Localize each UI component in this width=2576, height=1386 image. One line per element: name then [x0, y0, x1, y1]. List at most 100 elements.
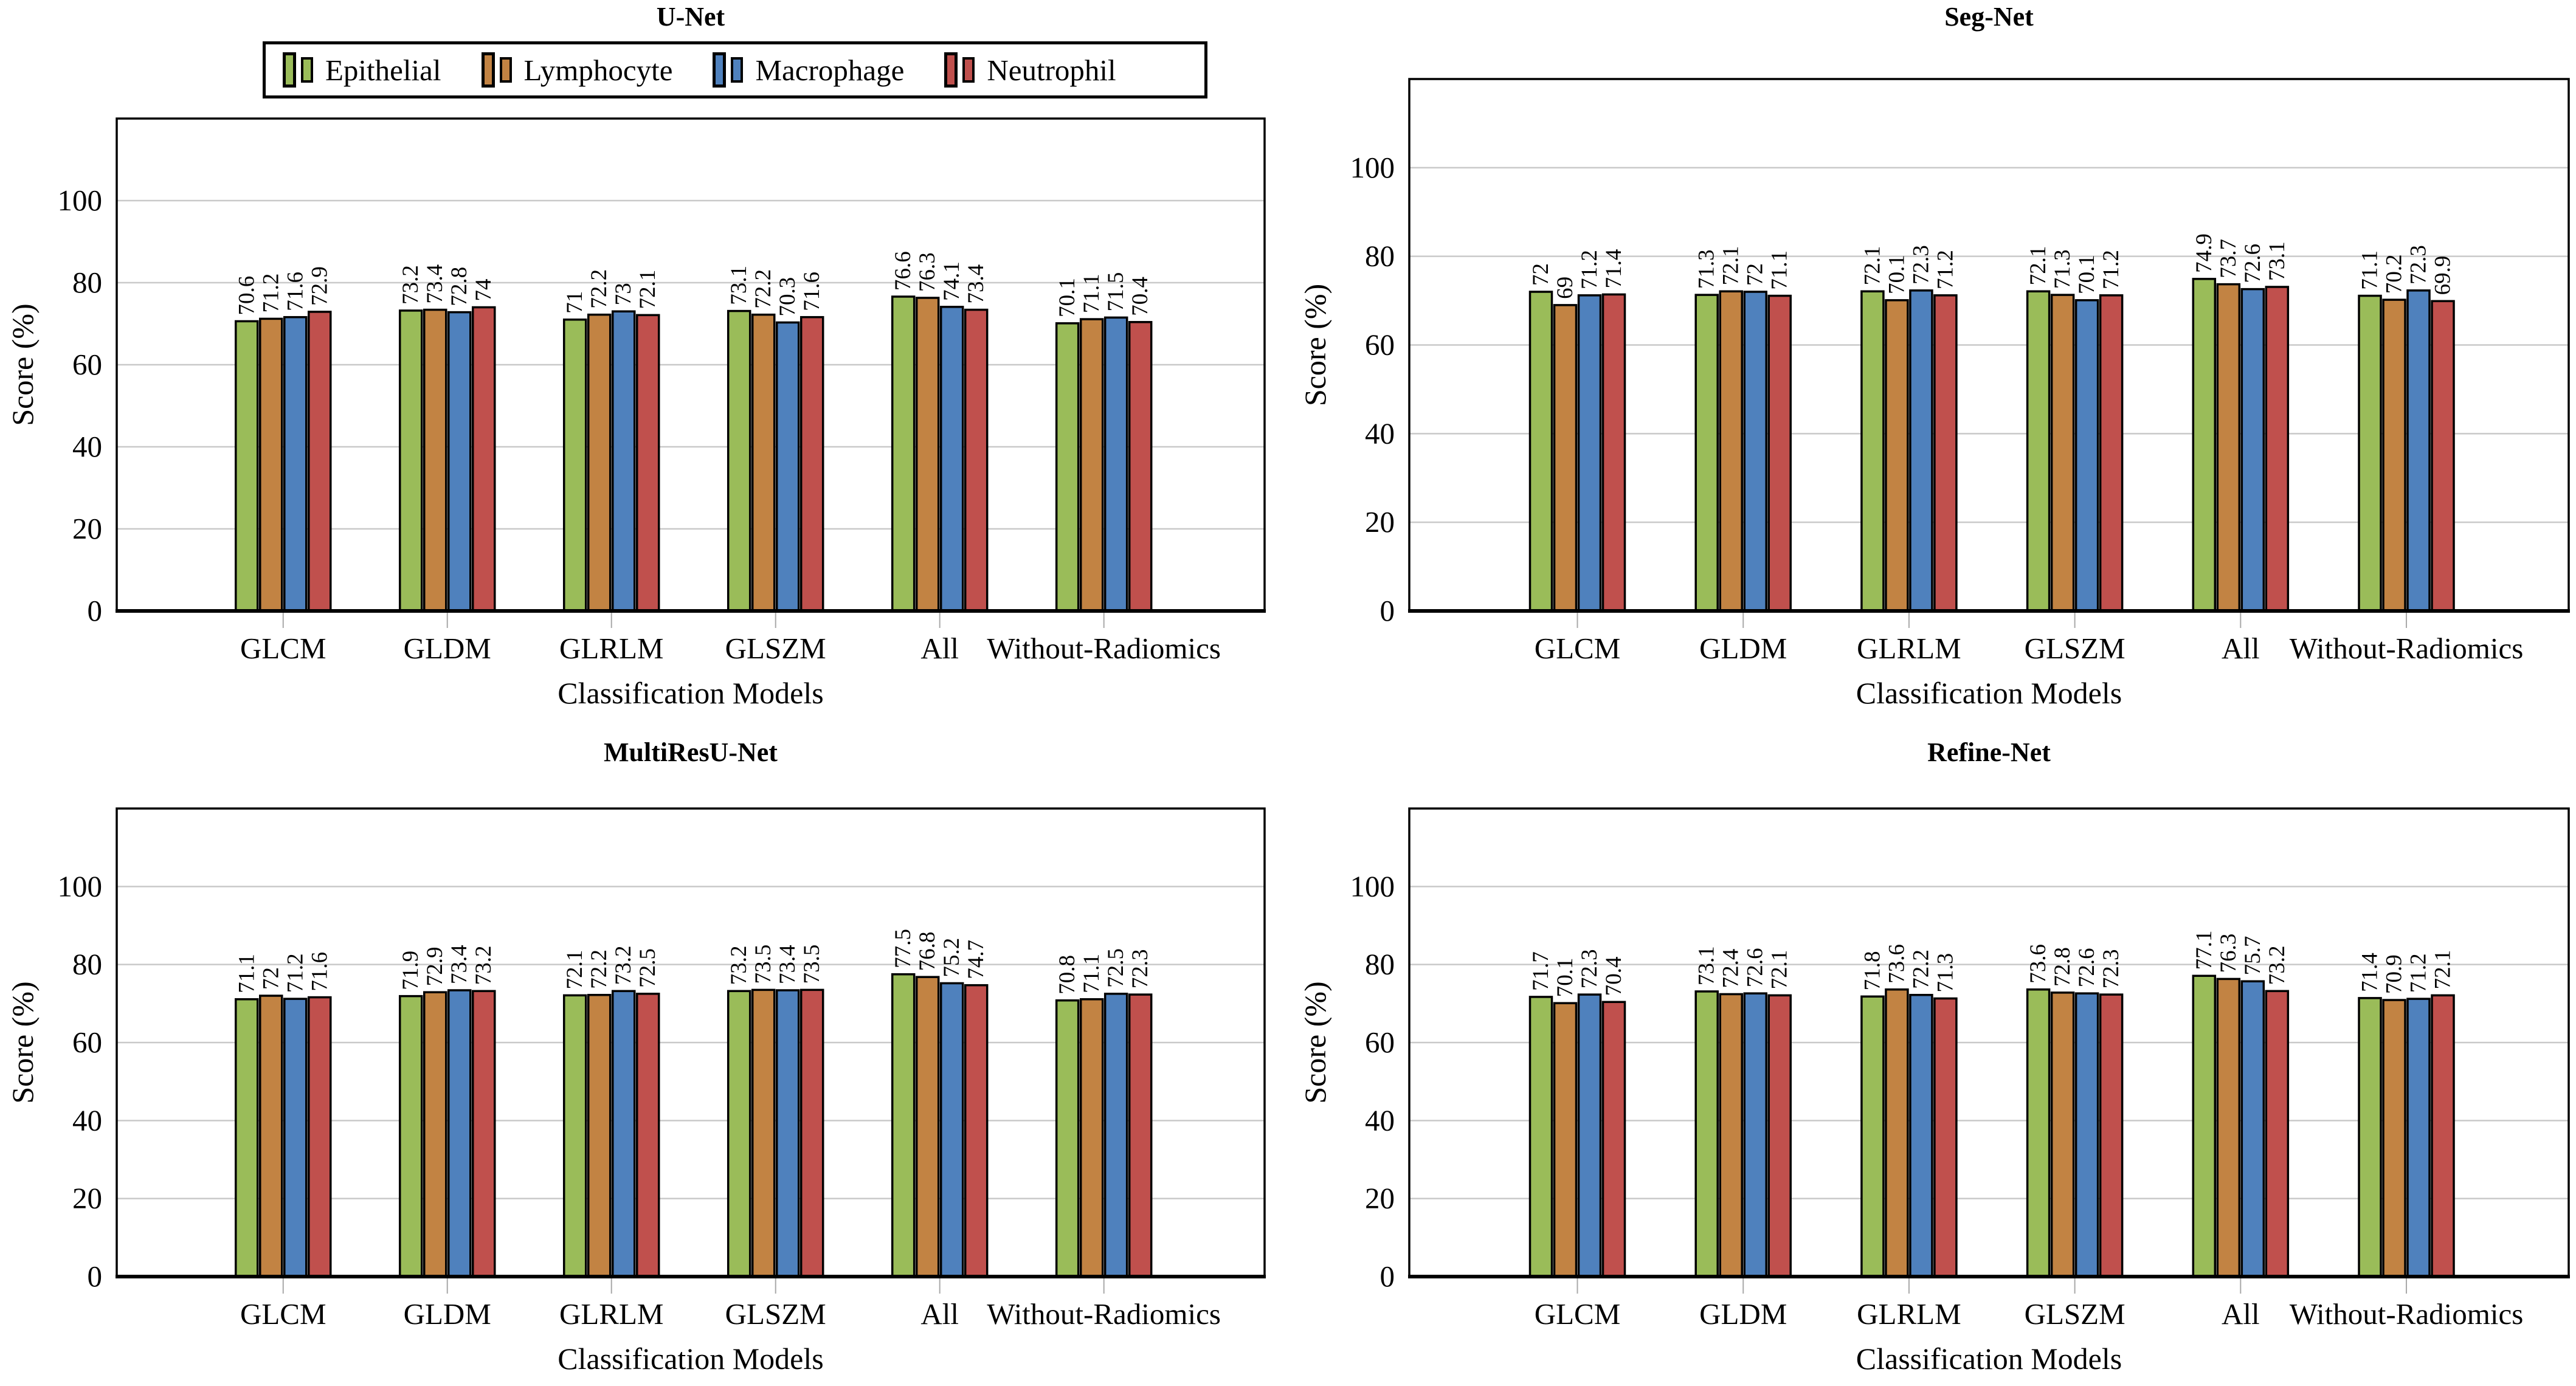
x-tick-label: GLCM	[1535, 1297, 1621, 1331]
bar-value-label: 72.1	[635, 270, 660, 309]
y-tick-label-40: 40	[72, 1103, 102, 1137]
bar-value-label: 71.6	[307, 952, 332, 991]
bar-epithelial-glszm	[2026, 290, 2051, 612]
bar-epithelial-without-radiomics	[2358, 997, 2382, 1278]
bar-value-label: 73.1	[727, 266, 751, 305]
bar-neutrophil-glszm	[799, 315, 824, 612]
bar-value-label: 72.1	[2431, 950, 2456, 990]
bar-value-label: 72.2	[587, 950, 612, 989]
legend-key-lymphocyte-icon	[481, 52, 512, 88]
bar-neutrophil-glrlm	[635, 314, 660, 612]
bar-chart-svg-refine-net: Refine-Net GLCM GLDM GLRLM GLSZM All Without-R…	[1298, 737, 2570, 1376]
x-tick-label: GLRLM	[559, 1297, 664, 1331]
bar-lymphocyte-without-radiomics	[1079, 318, 1104, 612]
bar-epithelial-gldm	[398, 309, 423, 612]
bar-value-label: 71.2	[2099, 250, 2124, 289]
bar-epithelial-glszm	[727, 309, 751, 612]
bar-value-label: 72.9	[307, 266, 332, 306]
y-tick-label-0: 0	[88, 594, 103, 627]
chart-panel-refine-net: Refine-Net GLCM GLDM GLRLM GLSZM All Without-R…	[1288, 705, 2576, 1386]
y-tick-label-100: 100	[1350, 151, 1395, 184]
chart-title: Seg-Net	[1944, 2, 2034, 32]
bar-value-label: 70.2	[2382, 254, 2407, 294]
bar-value-label: 71.8	[1860, 951, 1885, 991]
bar-value-label: 72.3	[2099, 949, 2124, 988]
bar-value-label: 72.6	[2240, 244, 2265, 283]
bar-value-label: 72.2	[751, 269, 776, 309]
bar-neutrophil-all	[964, 984, 989, 1278]
bar-lymphocyte-glrlm	[1885, 988, 1909, 1278]
legend-label: Lymphocyte	[523, 53, 673, 87]
bar-value-label: 73.4	[447, 945, 472, 984]
x-tick-label: GLSZM	[725, 1297, 826, 1331]
bar-value-label: 70.4	[1601, 957, 1626, 996]
bar-macrophage-gldm	[447, 311, 472, 612]
bar-value-label: 71.2	[283, 953, 308, 993]
bar-value-label: 73.6	[2026, 944, 2051, 984]
y-tick-label-40: 40	[1365, 416, 1395, 450]
bar-value-label: 76.3	[915, 252, 940, 292]
bar-macrophage-glcm	[1577, 294, 1602, 612]
x-axis-label: Classification Models	[558, 1342, 823, 1376]
bar-value-label: 73.5	[751, 945, 776, 984]
bar-value-label: 72	[1528, 263, 1553, 286]
bar-value-label: 72.2	[1908, 950, 1933, 989]
x-axis-label: Classification Models	[1856, 676, 2122, 705]
chart-panel-seg-net: Seg-Net GLCM GLDM GLRLM GLSZM All Without-Radi…	[1288, 0, 2576, 705]
legend-label: Macrophage	[755, 53, 905, 87]
bar-macrophage-glszm	[775, 321, 800, 612]
bar-value-label: 70.3	[775, 277, 800, 317]
bar-value-label: 70.9	[2382, 954, 2407, 994]
y-tick-label-20: 20	[72, 1182, 102, 1215]
bar-value-label: 72.3	[1577, 949, 1602, 988]
bar-lymphocyte-all	[2216, 283, 2241, 612]
y-axis-label: Score (%)	[5, 303, 40, 426]
bar-lymphocyte-glcm	[259, 995, 283, 1278]
bar-value-label: 73.1	[2265, 241, 2290, 281]
y-tick-label-100: 100	[58, 869, 103, 903]
bar-epithelial-glcm	[1528, 291, 1553, 612]
bar-value-label: 72	[258, 967, 283, 990]
bar-value-label: 75.2	[939, 938, 964, 977]
y-tick-label-20: 20	[1365, 1182, 1395, 1215]
bar-value-label: 70.1	[1553, 957, 1578, 997]
bar-lymphocyte-glszm	[751, 988, 776, 1278]
bar-neutrophil-glcm	[308, 996, 332, 1278]
x-tick-label: GLDM	[404, 632, 491, 665]
bar-value-label: 71	[562, 291, 587, 314]
y-tick-label-80: 80	[72, 266, 102, 299]
bar-macrophage-glrlm	[611, 990, 636, 1278]
bar-macrophage-glcm	[283, 315, 308, 612]
bar-neutrophil-gldm	[1767, 294, 1792, 612]
bar-lymphocyte-glszm	[2050, 991, 2075, 1278]
bar-epithelial-glszm	[727, 990, 751, 1278]
bar-value-label: 73.5	[799, 945, 824, 984]
bar-epithelial-all	[2192, 278, 2217, 612]
bar-neutrophil-glrlm	[1933, 997, 1958, 1278]
y-axis-label: Score (%)	[1298, 981, 1332, 1103]
bar-value-label: 71.2	[258, 274, 283, 313]
bar-value-label: 73.7	[2216, 239, 2241, 278]
bar-macrophage-glszm	[2074, 992, 2099, 1278]
bar-neutrophil-without-radiomics	[2431, 994, 2455, 1278]
bar-macrophage-glszm	[775, 989, 800, 1278]
bar-value-label: 73.2	[471, 946, 496, 985]
y-tick-label-40: 40	[72, 430, 102, 463]
bar-lymphocyte-gldm	[423, 308, 447, 612]
bar-epithelial-all	[891, 295, 916, 612]
bar-neutrophil-all	[964, 308, 989, 612]
bar-neutrophil-glszm	[2099, 294, 2124, 612]
bar-value-label: 76.3	[2216, 934, 2241, 973]
bar-value-label: 71.1	[1767, 250, 1792, 290]
bar-lymphocyte-glrlm	[587, 313, 612, 612]
bar-macrophage-all	[2240, 980, 2265, 1278]
bar-epithelial-glcm	[235, 998, 259, 1278]
bar-epithelial-glrlm	[562, 319, 587, 612]
legend-item-epithelial: Epithelial	[283, 52, 441, 88]
bar-value-label: 72.9	[423, 946, 447, 986]
bar-value-label: 73.2	[611, 946, 636, 985]
bar-macrophage-without-radiomics	[2406, 289, 2431, 612]
bar-value-label: 72.6	[1743, 948, 1768, 987]
bar-epithelial-without-radiomics	[1055, 999, 1080, 1278]
legend-key-neutrophil-icon	[944, 52, 975, 88]
